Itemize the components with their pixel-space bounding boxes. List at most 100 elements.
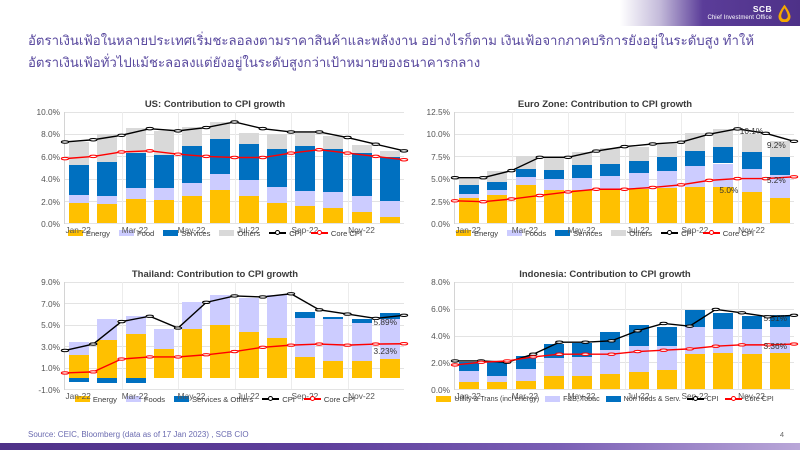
- line-marker: [259, 156, 266, 158]
- legend-label: CPI: [681, 228, 694, 238]
- chart-title-us: US: Contribution to CPI growth: [144, 99, 286, 110]
- legend-item[interactable]: CPI: [269, 229, 302, 238]
- legend-swatch-icon: [605, 396, 621, 402]
- y-tick-label: 6.0%: [431, 304, 450, 314]
- plot-indonesia: 5.51% 3.36%: [454, 282, 794, 390]
- y-tick-label: 2.0%: [431, 358, 450, 368]
- chart-title-thailand: Thailand: Contribution to CPI growth: [131, 269, 299, 280]
- x-tick-label: May-22: [177, 391, 206, 401]
- legend-item[interactable]: Energy: [456, 229, 498, 238]
- bar-column: [656, 282, 677, 389]
- bar-segment: [266, 149, 287, 188]
- y-tick-label: 8.0%: [431, 277, 450, 287]
- line-marker: [649, 143, 656, 145]
- line-marker: [61, 157, 68, 159]
- plot-area-us: 0.0% 2.0% 4.0% 6.0% 8.0% 10.0%: [22, 107, 408, 229]
- legend-item[interactable]: Core CPI: [303, 395, 355, 404]
- legend-item[interactable]: Core CPI: [702, 229, 754, 238]
- bar-segment: [572, 177, 592, 191]
- line-marker: [174, 356, 181, 358]
- line-marker: [536, 156, 543, 158]
- legend-item[interactable]: CPI: [686, 395, 719, 403]
- bar-segment: [125, 316, 146, 335]
- bar-segment: [459, 193, 479, 199]
- x-tick-label: May-22: [177, 225, 206, 235]
- bar-segment: [323, 191, 344, 208]
- legend-line-icon: [661, 229, 679, 237]
- y-axis-euro: 0.0% 2.5% 5.0% 7.5% 10.0% 12.5%: [412, 107, 454, 229]
- legend-label: Utility & Trans (incl energy): [454, 395, 540, 403]
- line-marker: [259, 296, 266, 298]
- bar-segment: [487, 375, 508, 383]
- bar-column: [628, 112, 649, 223]
- legend-item[interactable]: CPI: [661, 229, 694, 238]
- bar-segment: [153, 199, 174, 223]
- line-marker: [608, 340, 615, 342]
- bar-segment: [685, 151, 705, 167]
- bar-segment: [295, 190, 315, 207]
- vertical-gridline: [291, 282, 292, 389]
- y-tick-label: 10.0%: [36, 107, 60, 117]
- bar-column: [351, 112, 372, 223]
- legend-swatch-icon: [611, 230, 627, 236]
- legend-line-icon: [702, 229, 720, 237]
- legend-item[interactable]: CPI: [262, 395, 295, 404]
- legend-item[interactable]: Services & Others: [174, 395, 253, 404]
- bar-column: [266, 282, 287, 389]
- legend-item[interactable]: Core CPI: [310, 229, 362, 238]
- bar-segment: [69, 165, 89, 196]
- legend-item[interactable]: Others: [219, 229, 260, 238]
- x-tick-label: Jul-22: [626, 391, 650, 401]
- bar-segment: [656, 143, 677, 158]
- legend-item[interactable]: Foods: [125, 395, 165, 404]
- data-label: 9.2%: [766, 139, 786, 150]
- bar-segment: [543, 375, 564, 389]
- x-tick-label: Nov-22: [738, 225, 765, 235]
- bar-segment: [572, 190, 592, 223]
- bar-segment: [97, 204, 118, 223]
- legend-item[interactable]: Foods: [507, 229, 546, 238]
- legend-item[interactable]: Energy: [67, 229, 110, 238]
- bar-segment: [323, 360, 344, 379]
- bar-column: [238, 112, 259, 223]
- bar-column: [459, 112, 479, 223]
- legend-item[interactable]: Non foods & Serv.: [605, 395, 681, 403]
- line-marker: [508, 198, 515, 200]
- legend-item[interactable]: Utility & Trans (incl energy): [436, 395, 539, 403]
- line-marker: [231, 350, 238, 352]
- line-marker: [203, 126, 210, 128]
- line-marker: [556, 353, 563, 355]
- line-marker: [712, 308, 719, 310]
- line-marker: [231, 295, 238, 297]
- bar-column: [600, 112, 621, 223]
- bar-segment: [600, 349, 621, 374]
- bar-segment: [628, 173, 649, 190]
- line-marker: [400, 314, 407, 316]
- bar-segment: [295, 146, 315, 191]
- y-tick-label: -1.0%: [38, 385, 60, 395]
- bar-segment: [379, 201, 400, 217]
- legend-item[interactable]: Services: [163, 229, 210, 238]
- bar-column: [210, 282, 231, 389]
- line-marker: [649, 186, 656, 188]
- legend-item[interactable]: Energy: [74, 395, 117, 404]
- line-marker: [451, 200, 458, 202]
- line-series-cpi: [455, 309, 794, 362]
- legend-item[interactable]: Food: [118, 229, 154, 238]
- line-marker: [686, 348, 693, 350]
- legend-item[interactable]: Others: [611, 229, 652, 238]
- line-marker: [660, 322, 667, 324]
- x-tick-label: Sep-22: [681, 225, 709, 235]
- bar-segment: [182, 195, 202, 223]
- data-label: 10.1%: [739, 126, 764, 137]
- bar-segment: [379, 156, 400, 202]
- line-marker: [287, 293, 294, 295]
- y-tick-label: 5.0%: [431, 174, 450, 185]
- legend-swatch-icon: [555, 230, 571, 236]
- legend-swatch-icon: [67, 230, 83, 236]
- legend-item[interactable]: F&B, Tobac: [545, 395, 600, 403]
- line-marker: [344, 344, 351, 346]
- legend-item[interactable]: Services: [555, 229, 602, 238]
- legend-item[interactable]: Core CPI: [724, 395, 774, 403]
- bar-column: [713, 112, 734, 223]
